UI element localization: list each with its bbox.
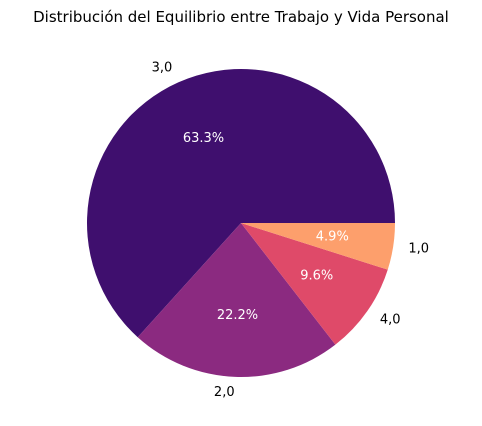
slice-percent-label: 9.6% [300,268,333,283]
pie-slice-3-0 [86,68,395,338]
slice-category-label: 1,0 [408,241,429,256]
slice-percent-label: 4.9% [316,230,349,245]
pie-slice-1-0 [241,223,396,270]
chart-title: Distribución del Equilibrio entre Trabaj… [33,8,449,26]
pie-labels: 63.3% 3,0 22.2% 2,0 9.6% 4,0 4.9% 1,0 [152,61,430,400]
slice-percent-label: 22.2% [217,308,258,323]
pie-slices [86,68,396,377]
slice-category-label: 3,0 [152,61,173,76]
pie-slice-2-0 [137,223,336,377]
slice-category-label: 2,0 [214,385,235,400]
slice-percent-label: 63.3% [183,131,224,146]
pie-slice-4-0 [241,223,388,345]
slice-category-label: 4,0 [380,312,401,327]
